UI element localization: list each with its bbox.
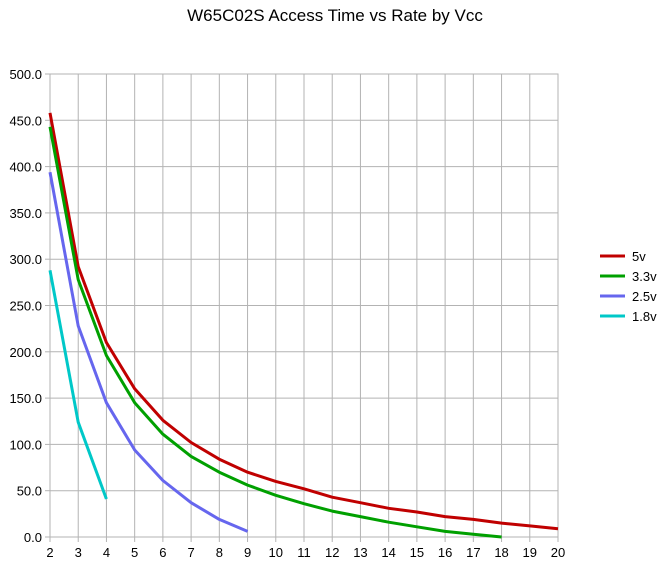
y-tick-label: 0.0	[24, 530, 42, 545]
legend-label: 5v	[632, 249, 646, 264]
axes: 2 3 4 5 6 7 8 9 10 11 12 13 14 15 16 17 18 19 200.050.0100…	[9, 67, 565, 560]
x-tick-label: 17	[466, 545, 480, 560]
y-tick-label: 150.0	[9, 391, 42, 406]
y-tick-label: 450.0	[9, 113, 42, 128]
legend-label: 1.8v	[632, 309, 657, 324]
x-tick-label: 20	[551, 545, 565, 560]
x-tick-label: 18	[494, 545, 508, 560]
grid	[49, 73, 559, 538]
legend: 5v 3.3v 2.5v 1.8v	[600, 249, 657, 324]
x-tick-label: 7	[187, 545, 194, 560]
x-tick-label: 5	[131, 545, 138, 560]
y-tick-label: 100.0	[9, 437, 42, 452]
x-tick-label: 11	[297, 545, 311, 560]
x-tick-label: 12	[325, 545, 339, 560]
legend-label: 3.3v	[632, 269, 657, 284]
x-tick-label: 4	[103, 545, 110, 560]
y-tick-label: 350.0	[9, 206, 42, 221]
series-line-2-5v	[48, 171, 249, 533]
x-tick-label: 9	[244, 545, 251, 560]
y-tick-label: 400.0	[9, 160, 42, 175]
x-tick-label: 16	[438, 545, 452, 560]
y-tick-label: 500.0	[9, 67, 42, 82]
x-tick-label: 3	[75, 545, 82, 560]
y-tick-label: 200.0	[9, 345, 42, 360]
series-line-1-8v	[48, 270, 108, 500]
x-tick-label: 2	[46, 545, 53, 560]
y-tick-label: 250.0	[9, 299, 42, 314]
y-tick-label: 300.0	[9, 252, 42, 267]
series-line-3-3v	[48, 126, 502, 539]
y-tick-label: 50.0	[17, 484, 42, 499]
x-tick-label: 19	[523, 545, 537, 560]
chart-title: W65C02S Access Time vs Rate by Vcc	[187, 6, 483, 25]
series-line-5v	[48, 112, 559, 531]
x-tick-label: 8	[216, 545, 223, 560]
x-tick-label: 13	[353, 545, 367, 560]
x-tick-label: 15	[410, 545, 424, 560]
x-tick-label: 6	[159, 545, 166, 560]
plot-border	[49, 73, 559, 538]
x-tick-label: 14	[381, 545, 395, 560]
legend-label: 2.5v	[632, 289, 657, 304]
x-tick-label: 10	[269, 545, 283, 560]
series-lines	[48, 112, 559, 539]
